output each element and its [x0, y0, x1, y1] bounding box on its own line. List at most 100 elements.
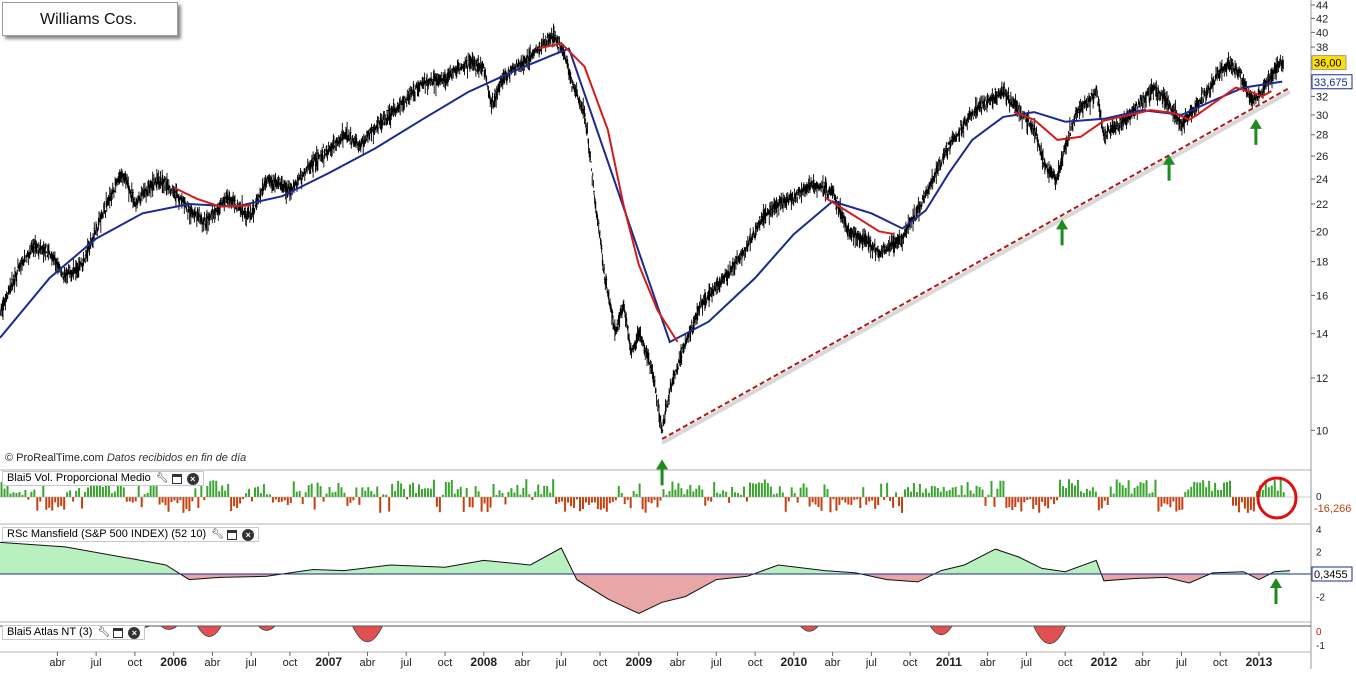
volume-bar	[1208, 480, 1211, 497]
volume-panel-title: Blai5 Vol. Proporcional Medio	[7, 472, 151, 484]
x-tick-label: abr	[49, 657, 65, 669]
x-tick-label: oct	[748, 657, 763, 669]
x-tick-label: jul	[1020, 657, 1032, 669]
wrench-icon[interactable]: 🔧︎	[155, 473, 169, 484]
volume-bar	[370, 491, 373, 497]
y-tick-label: 32	[1316, 91, 1328, 103]
volume-bar	[671, 481, 674, 497]
volume-bar	[993, 497, 996, 507]
volume-bar	[292, 481, 295, 497]
close-icon[interactable]: ×	[186, 472, 199, 485]
volume-bar	[251, 497, 254, 502]
volume-bar	[197, 497, 200, 508]
volume-bar	[1094, 491, 1097, 497]
volume-bar	[772, 494, 775, 497]
volume-bar	[1067, 479, 1070, 497]
volume-bar	[620, 492, 623, 497]
y-tick-label: 14	[1316, 329, 1328, 341]
volume-bar	[349, 497, 352, 503]
volume-bar	[301, 497, 304, 505]
close-icon[interactable]: ×	[128, 626, 141, 639]
volume-bar	[57, 497, 60, 508]
wrench-icon[interactable]: 🔧︎	[211, 529, 224, 540]
volume-bar	[397, 480, 400, 497]
close-icon[interactable]: ×	[242, 528, 255, 541]
volume-bar	[731, 486, 734, 497]
volume-bar	[573, 497, 576, 509]
volume-bar	[695, 488, 698, 497]
volume-bar	[352, 497, 355, 501]
volume-bar	[60, 497, 63, 506]
volume-bar	[832, 497, 835, 500]
volume-bar	[939, 491, 942, 497]
volume-bar	[104, 479, 107, 497]
volume-bar	[1088, 490, 1091, 497]
volume-bar	[3, 488, 6, 497]
volume-bar	[999, 480, 1002, 497]
volume-bar	[122, 487, 125, 497]
volume-panel-header: Blai5 Vol. Proporcional Medio 🔧︎ ×	[2, 471, 204, 486]
y-tick-label: 26	[1316, 151, 1328, 163]
rs-tick-label: 4	[1316, 525, 1322, 536]
volume-bar	[161, 497, 164, 503]
volume-bar	[12, 492, 15, 497]
volume-bar	[593, 497, 596, 503]
volume-bar	[602, 497, 605, 509]
copyright-note: Datos recibidos en fin de día	[106, 452, 247, 464]
volume-bar	[510, 488, 513, 497]
up-arrow-icon	[656, 459, 669, 486]
volume-bar	[98, 484, 101, 497]
volume-bar	[462, 497, 465, 512]
volume-bar	[1169, 497, 1172, 508]
volume-bar	[820, 497, 823, 511]
volume-bar	[33, 489, 36, 497]
volume-bar	[1106, 497, 1109, 505]
volume-bar	[176, 497, 179, 504]
volume-bar	[453, 493, 456, 497]
volume-bar	[745, 497, 748, 502]
volume-bar	[218, 491, 221, 497]
volume-bar	[662, 489, 665, 497]
volume-bar	[432, 479, 435, 497]
trendline	[661, 86, 1291, 440]
candles-group	[0, 23, 1284, 434]
copyright-text: © ProRealTime.com	[5, 452, 104, 464]
up-arrow-icon	[1249, 118, 1262, 145]
rs-line	[0, 541, 1291, 615]
volume-bar	[101, 486, 104, 497]
volume-bar	[400, 483, 403, 497]
volume-bar	[632, 491, 635, 497]
volume-bar	[253, 487, 256, 497]
volume-bar	[898, 497, 901, 507]
highlight-circle	[1256, 476, 1298, 520]
volume-bar	[1214, 482, 1217, 497]
window-icon[interactable]	[227, 529, 238, 540]
mansfield-panel-title: RSc Mansfield (S&P 500 INDEX) (52 10)	[7, 528, 207, 540]
volume-bar	[361, 487, 364, 497]
volume-bar	[412, 482, 415, 497]
volume-bar	[48, 497, 51, 508]
chart-title: Williams Cos.	[2, 2, 178, 36]
volume-bars-group	[0, 479, 1285, 513]
volume-bar	[948, 489, 951, 497]
volume-bar	[313, 497, 316, 510]
window-icon[interactable]	[113, 627, 124, 638]
volume-bar	[316, 482, 319, 497]
up-arrow-icon	[1163, 154, 1176, 181]
wrench-icon[interactable]: 🔧︎	[97, 627, 111, 638]
x-tick-label: oct	[903, 657, 918, 669]
atlas-tick-label: 0	[1316, 627, 1322, 638]
volume-bar	[775, 493, 778, 497]
volume-bar	[805, 487, 808, 497]
volume-bar	[51, 497, 54, 511]
volume-bar	[1267, 487, 1270, 497]
window-icon[interactable]	[171, 473, 182, 484]
volume-bar	[271, 497, 274, 503]
volume-bar	[1193, 481, 1196, 497]
volume-bar	[1181, 497, 1184, 510]
volume-bar	[796, 497, 799, 503]
volume-bar	[584, 497, 587, 503]
volume-bar	[769, 486, 772, 497]
rs-value-box	[1311, 566, 1353, 582]
atlas-panel-header: Blai5 Atlas NT (3) 🔧︎ ×	[2, 625, 146, 640]
